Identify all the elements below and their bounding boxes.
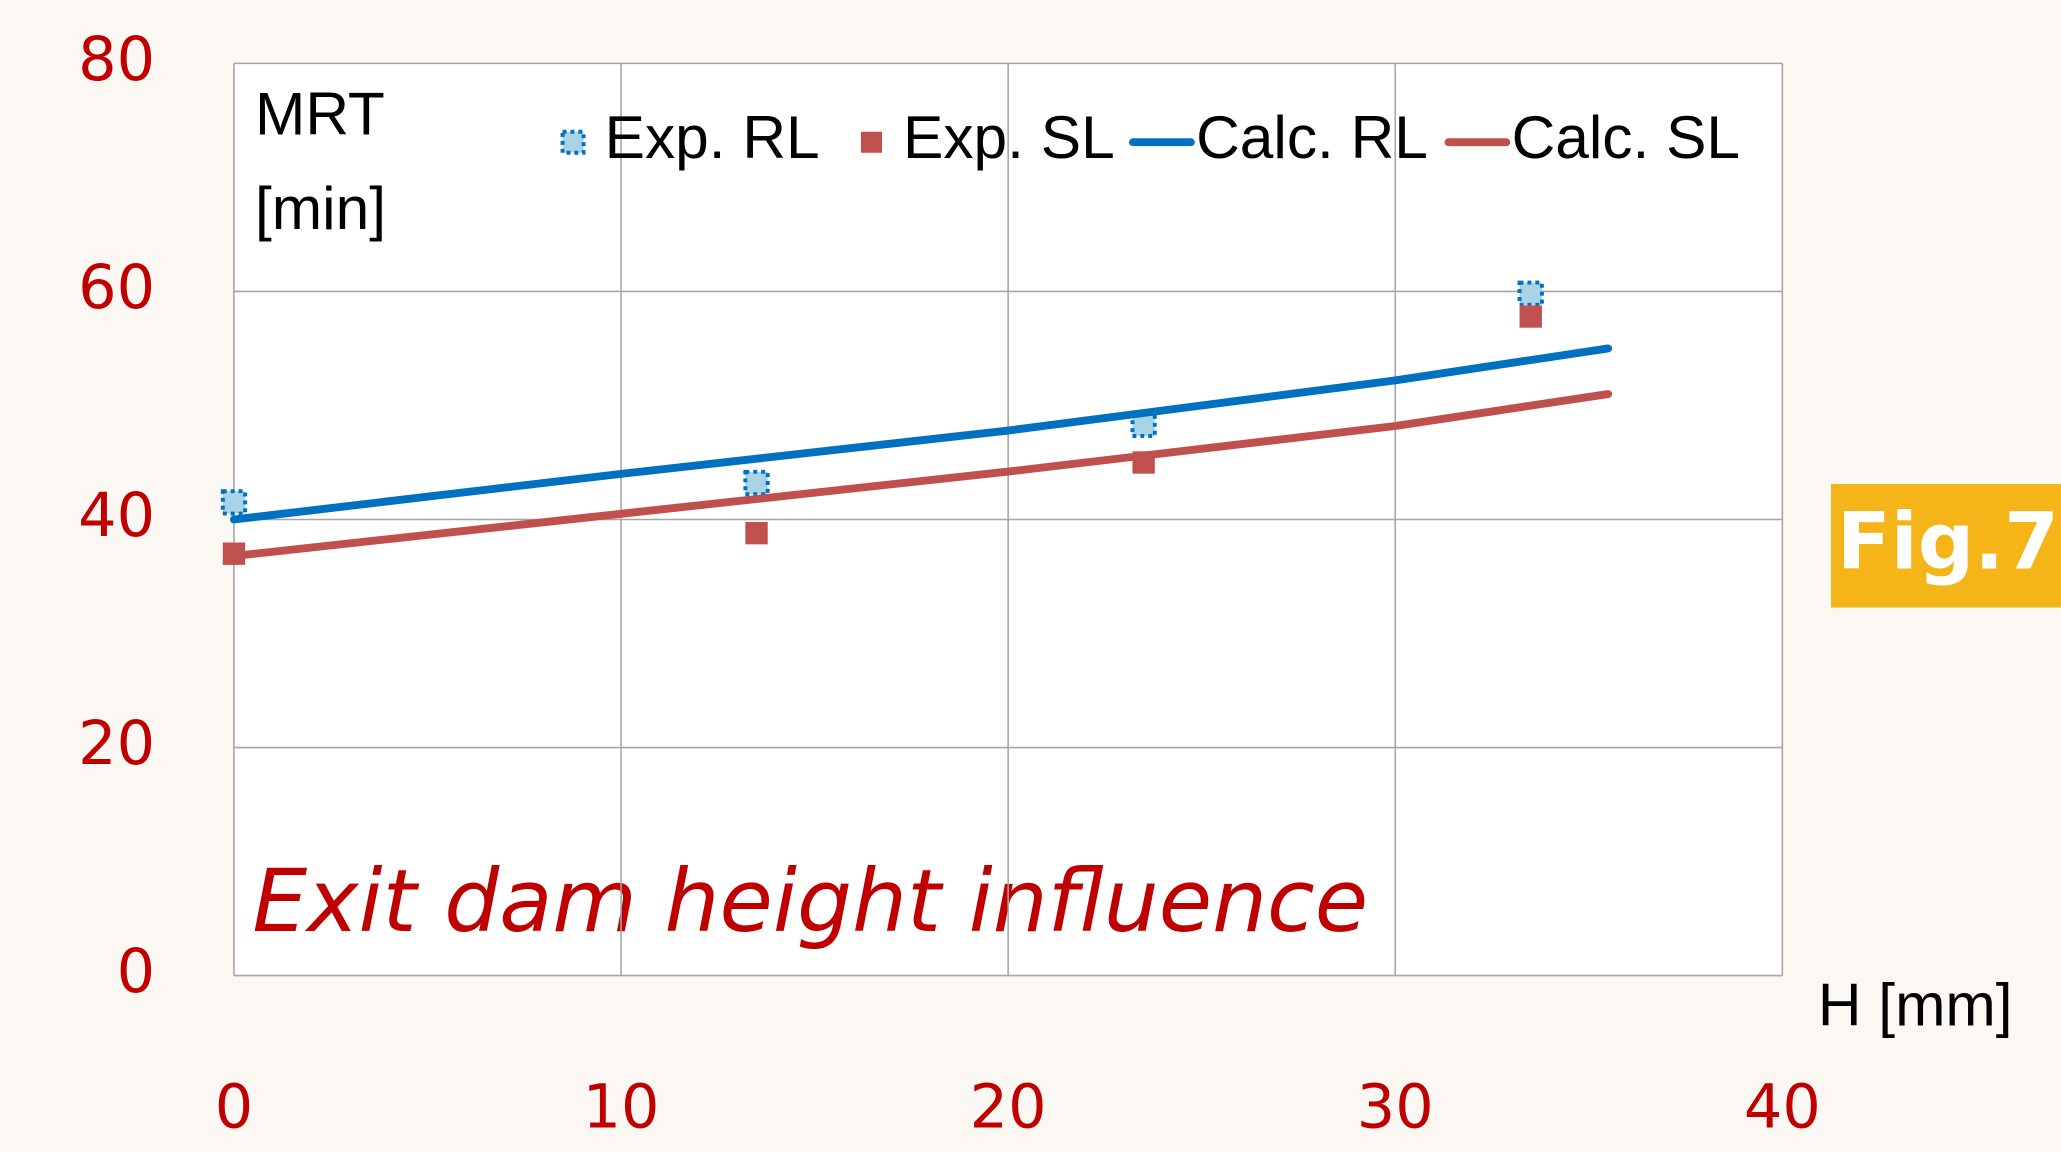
- marker: [745, 521, 768, 545]
- marker: [220, 489, 248, 516]
- x-tick-label: 0: [215, 1073, 253, 1143]
- annotation: Exit dam height influence: [252, 851, 1368, 952]
- marker: [743, 469, 770, 497]
- line: [230, 390, 1613, 560]
- legend-label: Calc. RL: [1196, 103, 1428, 171]
- x-label: H [mm]: [1818, 971, 2013, 1039]
- x-tick-label: 30: [1357, 1073, 1434, 1143]
- line: [230, 344, 1613, 524]
- y-label: MRT: [255, 80, 385, 148]
- y-tick-label: 20: [78, 709, 155, 779]
- badge: Fig.7: [1837, 496, 2059, 588]
- y-label: [min]: [255, 174, 386, 242]
- badge-box: [1830, 483, 2061, 608]
- legend-label: Calc. SL: [1512, 103, 1740, 171]
- legend-label: Exp. SL: [903, 103, 1115, 171]
- legend-swatch: [560, 129, 586, 155]
- marker: [1519, 305, 1542, 328]
- x-tick-label: 40: [1744, 1073, 1821, 1143]
- y-tick-label: 60: [78, 253, 155, 323]
- x-tick-label: 20: [970, 1073, 1047, 1143]
- y-tick-label: 80: [78, 25, 155, 95]
- legend-label: Exp. RL: [605, 103, 820, 171]
- legend-swatch: [860, 131, 882, 153]
- y-tick-label: 40: [78, 481, 155, 551]
- y-tick-label: 0: [117, 937, 155, 1007]
- marker: [1517, 280, 1544, 307]
- x-tick-label: 10: [583, 1073, 660, 1143]
